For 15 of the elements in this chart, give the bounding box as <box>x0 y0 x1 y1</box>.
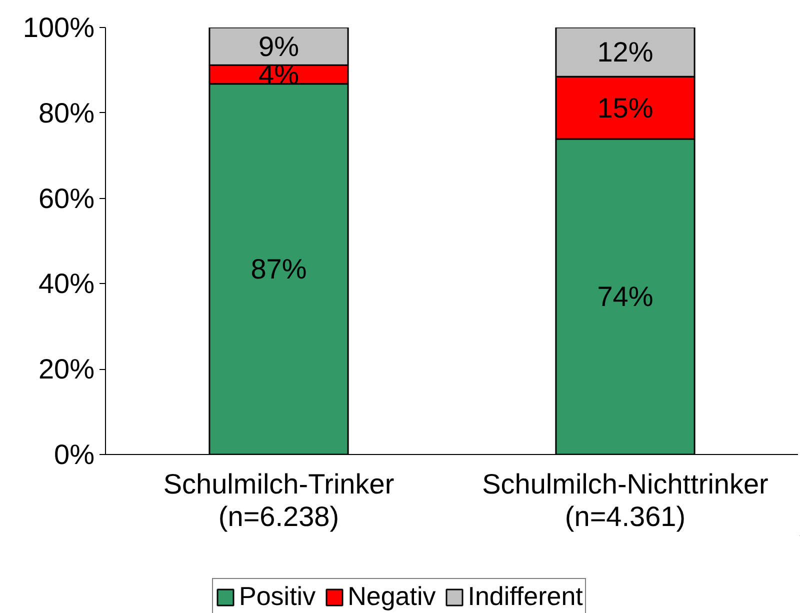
x-tick-label: Schulmilch-Nichttrinker (n=4.361) <box>482 468 768 532</box>
x-tick-label: Schulmilch-Trinker (n=6.238) <box>163 468 394 532</box>
legend-label: Indifferent <box>468 581 583 612</box>
y-tick-label: 20% <box>38 354 95 385</box>
y-tick-label: 80% <box>38 97 95 128</box>
y-tick-label: 40% <box>38 268 95 300</box>
y-tick-label: 60% <box>38 182 95 214</box>
data-label: 12% <box>597 36 654 68</box>
data-label: 15% <box>597 92 654 124</box>
data-label: 74% <box>597 281 654 312</box>
legend-label: Negativ <box>348 581 436 612</box>
y-tick-label: 100% <box>22 12 95 43</box>
data-label: 87% <box>250 254 307 285</box>
legend-label: Positiv <box>239 581 316 612</box>
y-tick-label: 0% <box>54 439 94 470</box>
